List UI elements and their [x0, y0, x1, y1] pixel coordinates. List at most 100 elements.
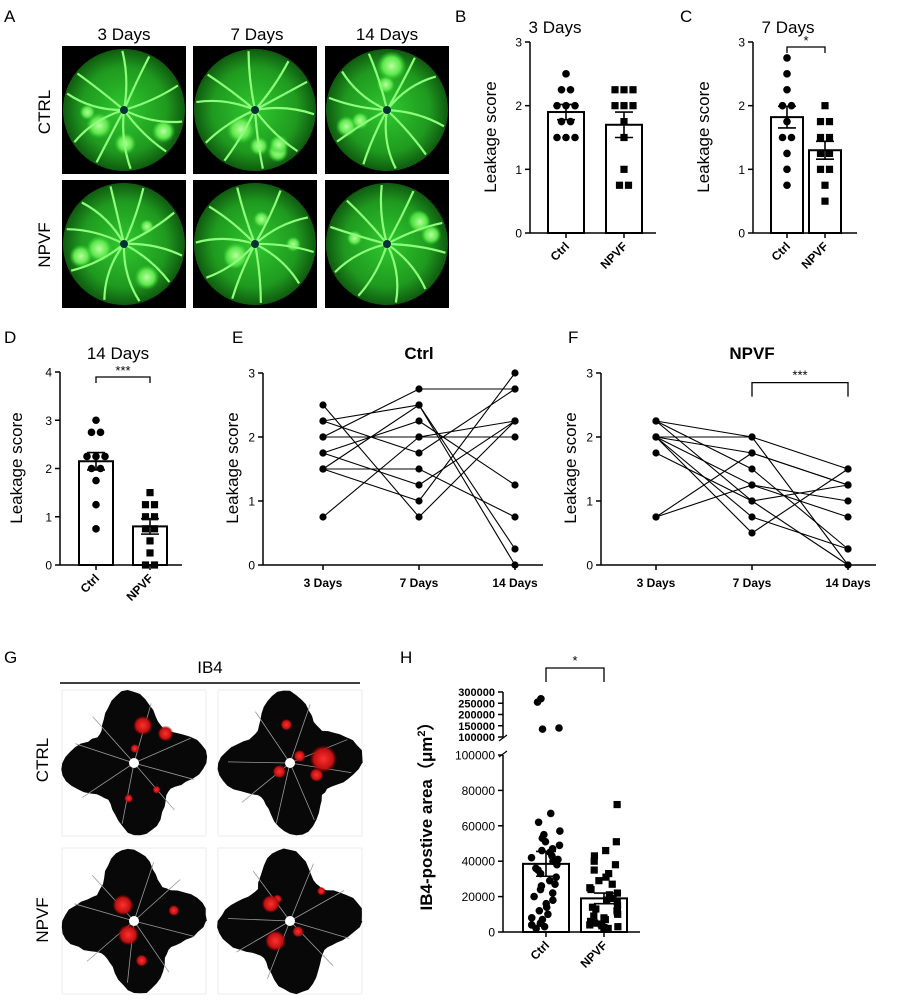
- fundus-image: [325, 180, 449, 308]
- data-point: [553, 134, 561, 142]
- data-point: [530, 893, 538, 901]
- data-point: [553, 861, 561, 869]
- data-point: [558, 86, 566, 94]
- x-tick-label: Ctrl: [548, 239, 573, 264]
- data-point: [511, 481, 518, 488]
- data-point: [415, 513, 422, 520]
- data-point: [602, 874, 609, 881]
- data-point: [532, 925, 540, 933]
- data-point: [571, 102, 579, 110]
- y-tick-label: 150000: [458, 721, 495, 733]
- data-point: [511, 545, 518, 552]
- data-point: [549, 896, 557, 904]
- data-point: [620, 118, 627, 125]
- data-point: [101, 453, 109, 461]
- data-point: [415, 497, 422, 504]
- data-point: [92, 525, 100, 533]
- data-point: [821, 102, 828, 109]
- data-point: [556, 841, 564, 849]
- data-point: [151, 525, 158, 532]
- panel-letter-d: D: [4, 328, 16, 347]
- panel-letter-e: E: [232, 328, 243, 347]
- data-point: [817, 150, 824, 157]
- ib4-lesion: [153, 786, 161, 794]
- data-point: [748, 481, 755, 488]
- data-point: [748, 497, 755, 504]
- data-point: [748, 529, 755, 536]
- optic-disc: [383, 240, 391, 248]
- y-tick-label: 3: [515, 36, 522, 50]
- data-point: [319, 449, 326, 456]
- y-axis-label: Leakage score: [481, 81, 500, 193]
- ib4-lesion: [136, 954, 148, 966]
- data-point: [620, 166, 627, 173]
- data-point: [551, 880, 559, 888]
- y-tick-label: 200000: [458, 710, 495, 722]
- data-point: [415, 401, 422, 408]
- data-point: [748, 513, 755, 520]
- y-tick-label: 3: [586, 367, 593, 381]
- data-point: [652, 513, 659, 520]
- data-point: [844, 481, 851, 488]
- data-point: [558, 118, 566, 126]
- data-point: [544, 911, 552, 919]
- col-label-14days: 14 Days: [356, 25, 418, 44]
- data-point: [319, 465, 326, 472]
- optic-disc: [120, 240, 128, 248]
- ib4-lesion: [168, 905, 179, 916]
- y-tick-label: 80000: [462, 784, 496, 798]
- panel-letter-g: G: [4, 648, 17, 667]
- bar-npvf: [809, 150, 841, 233]
- data-point: [83, 453, 91, 461]
- data-point: [511, 513, 518, 520]
- data-point: [591, 858, 598, 865]
- flatmount-image: [217, 848, 362, 994]
- significance-label: ***: [115, 363, 130, 378]
- data-point: [552, 873, 560, 881]
- y-tick-label: 2: [45, 462, 52, 476]
- data-point: [783, 70, 791, 78]
- x-tick-label: NPVF: [578, 938, 611, 971]
- y-tick-label: 40000: [462, 855, 496, 869]
- y-axis-label-close: ）: [416, 714, 436, 731]
- data-point: [592, 905, 599, 912]
- data-point: [602, 847, 609, 854]
- significance-label: *: [803, 33, 808, 48]
- data-point: [609, 881, 616, 888]
- data-point: [542, 838, 550, 846]
- g-row-label-ctrl: CTRL: [33, 738, 52, 782]
- significance-bracket: [752, 383, 848, 397]
- data-point: [567, 118, 575, 126]
- y-axis-label: IB4-postive area（μm2）: [416, 714, 436, 911]
- data-point: [817, 166, 824, 173]
- data-point: [415, 465, 422, 472]
- data-point: [620, 134, 627, 141]
- ib4-lesion: [130, 744, 139, 753]
- panel-a: A 3 Days 7 Days 14 Days CTRL NPVF: [4, 7, 449, 308]
- data-point: [783, 86, 791, 94]
- data-point: [415, 385, 422, 392]
- data-point: [88, 429, 96, 437]
- data-point: [844, 545, 851, 552]
- x-tick-label: NPVF: [124, 571, 157, 604]
- data-point: [142, 501, 149, 508]
- data-point: [614, 801, 621, 808]
- x-tick-label: NPVF: [598, 239, 631, 272]
- y-tick-label: 20000: [462, 890, 496, 904]
- y-tick-label: 0: [248, 559, 255, 573]
- data-point: [652, 417, 659, 424]
- data-point: [844, 465, 851, 472]
- data-point: [415, 417, 422, 424]
- data-point: [319, 513, 326, 520]
- data-point: [821, 198, 828, 205]
- data-point: [415, 449, 422, 456]
- data-point: [88, 465, 96, 473]
- row-label-npvf: NPVF: [35, 222, 54, 267]
- y-tick-label: 2: [248, 431, 255, 445]
- x-tick-label: 3 Days: [304, 576, 343, 590]
- ib4-lesion: [317, 887, 326, 896]
- panel-letter-h: H: [400, 648, 412, 667]
- x-tick-label: 7 Days: [400, 576, 439, 590]
- data-point: [562, 70, 570, 78]
